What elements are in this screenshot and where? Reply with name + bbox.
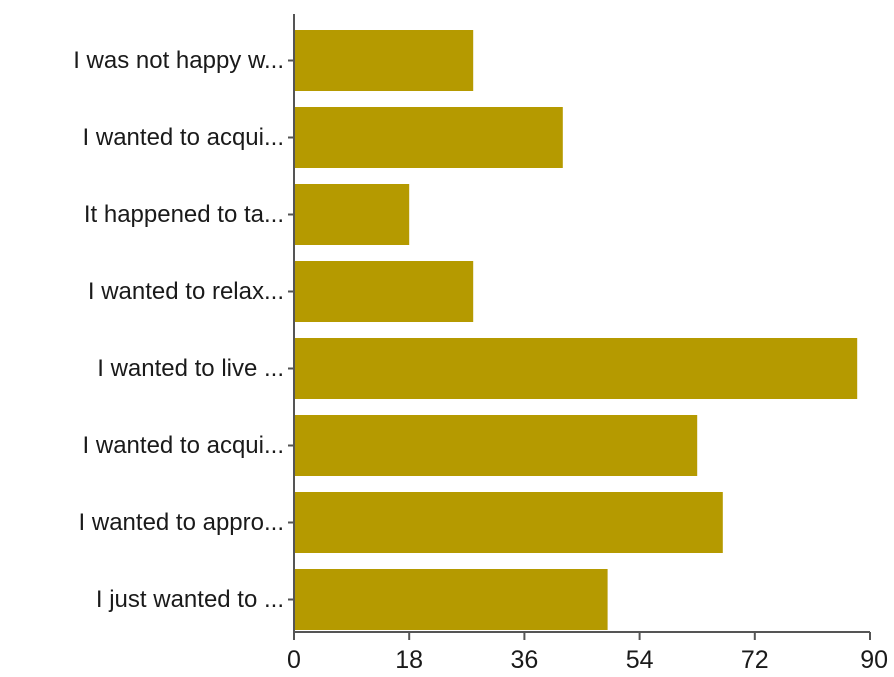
category-labels-group: I was not happy w... I wanted to acqui...… (73, 47, 284, 613)
x-tick-label-54: 54 (626, 646, 654, 674)
x-ticks-group: 0 18 36 54 72 90 (287, 59, 888, 674)
x-tick-label-36: 36 (510, 646, 538, 674)
bar-7 (294, 492, 723, 553)
category-label-3: It happened to ta... (84, 201, 284, 228)
category-label-1: I was not happy w... (73, 47, 284, 74)
x-tick-label-72: 72 (741, 646, 769, 674)
category-label-5: I wanted to live ... (97, 355, 284, 382)
bar-8 (294, 569, 608, 630)
category-label-6: I wanted to acqui... (83, 432, 284, 459)
bars-group (294, 30, 858, 630)
bar-2 (294, 107, 563, 168)
category-label-2: I wanted to acqui... (83, 124, 284, 151)
bar-3 (294, 184, 410, 245)
bar-4 (294, 261, 474, 322)
bar-1 (294, 30, 474, 91)
x-tick-label-0: 0 (287, 646, 301, 674)
bar-6 (294, 415, 698, 476)
x-tick-label-18: 18 (395, 646, 423, 674)
category-label-7: I wanted to appro... (79, 509, 284, 536)
x-tick-label-90: 90 (860, 646, 888, 674)
category-label-8: I just wanted to ... (96, 586, 284, 613)
category-label-4: I wanted to relax... (88, 278, 284, 305)
bar-5 (294, 338, 858, 399)
